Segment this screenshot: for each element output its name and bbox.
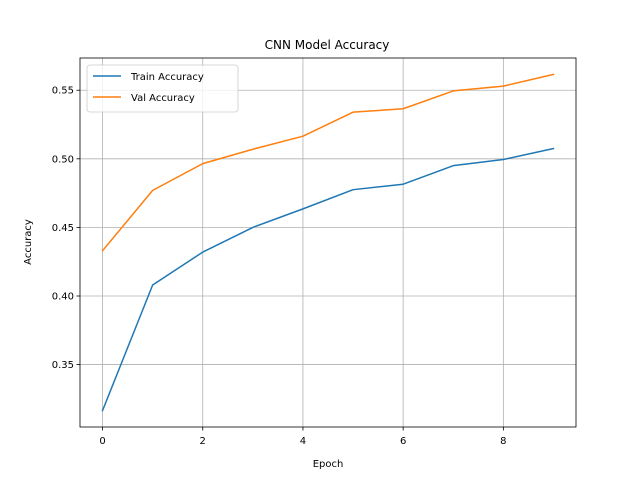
- chart-title: CNN Model Accuracy: [265, 38, 390, 52]
- x-tick-label: 0: [99, 436, 105, 447]
- legend: Train Accuracy Val Accuracy: [86, 64, 239, 113]
- y-tick-label: 0.50: [52, 154, 74, 165]
- y-tick-label: 0.35: [52, 360, 74, 371]
- legend-label: Train Accuracy: [130, 72, 204, 83]
- y-tick-label: 0.40: [52, 291, 74, 302]
- y-axis-label: Accuracy: [23, 219, 34, 265]
- plot-area-frame: [79, 57, 577, 428]
- x-tick-label: 2: [200, 436, 206, 447]
- legend-label: Val Accuracy: [131, 93, 195, 104]
- legend-box: [86, 64, 239, 113]
- grid: [80, 58, 576, 427]
- x-tick-label: 8: [500, 436, 506, 447]
- y-tick-label: 0.45: [52, 223, 74, 234]
- x-axis-label: Epoch: [313, 459, 344, 470]
- y-axis-ticks: 0.35 0.40 0.45 0.50 0.55: [52, 86, 80, 371]
- y-tick-label: 0.55: [52, 86, 74, 97]
- x-tick-label: 4: [300, 436, 306, 447]
- x-axis-ticks: 0 2 4 6 8: [99, 427, 507, 447]
- x-tick-label: 6: [400, 436, 406, 447]
- series-line-val-accuracy: [101, 73, 555, 252]
- series-lines: [101, 73, 555, 412]
- series-line-train-accuracy: [101, 147, 555, 412]
